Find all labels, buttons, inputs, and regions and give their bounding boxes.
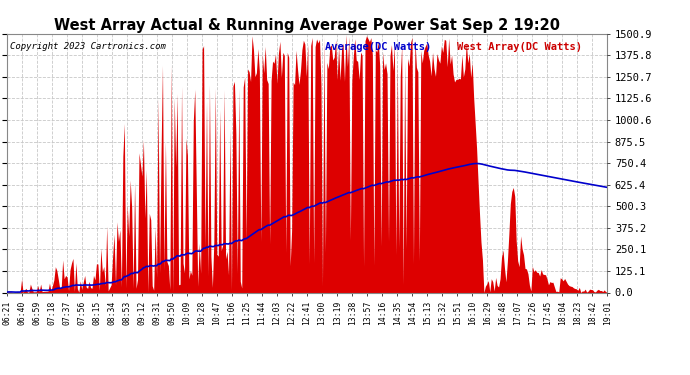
Text: Copyright 2023 Cartronics.com: Copyright 2023 Cartronics.com [10,42,166,51]
Title: West Array Actual & Running Average Power Sat Sep 2 19:20: West Array Actual & Running Average Powe… [54,18,560,33]
Text: Average(DC Watts): Average(DC Watts) [325,42,431,51]
Text: West Array(DC Watts): West Array(DC Watts) [457,42,582,51]
